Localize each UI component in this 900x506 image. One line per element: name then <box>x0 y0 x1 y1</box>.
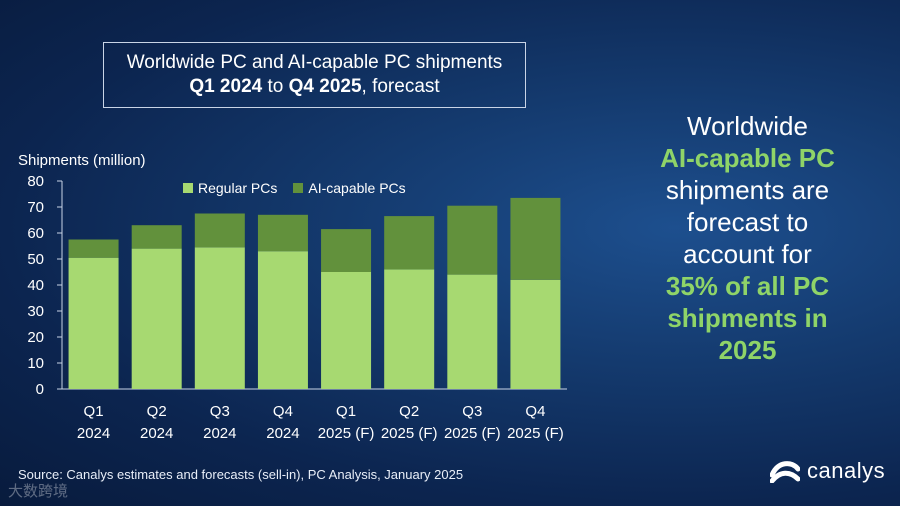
legend-swatch-ai <box>293 183 304 193</box>
bar-ai <box>447 205 498 275</box>
x-tick-label: Q2 <box>147 403 167 420</box>
callout-line-8: 2025 <box>718 335 777 365</box>
bar-regular <box>447 274 498 389</box>
y-tick-label: 30 <box>27 303 44 320</box>
title-suffix: , forecast <box>361 76 440 97</box>
bar-regular <box>194 247 245 389</box>
title-line-1: Worldwide PC and AI-capable PC shipments <box>126 52 503 74</box>
canalys-logo-text: canalys <box>807 458 886 483</box>
bar-regular <box>68 257 119 389</box>
x-tick-label: 2025 (F) <box>444 425 501 442</box>
source-note: Source: Canalys estimates and forecasts … <box>18 467 464 482</box>
callout-line-7: shipments in <box>667 303 828 333</box>
bar-ai <box>194 213 245 248</box>
y-tick-label: 50 <box>27 251 44 268</box>
bar-ai <box>68 239 119 258</box>
legend-swatch-regular <box>183 183 193 193</box>
y-tick-label: 70 <box>27 199 44 216</box>
bar-regular <box>131 248 182 389</box>
x-tick-label: Q1 <box>336 403 356 420</box>
x-tick-label: Q3 <box>462 403 482 420</box>
chart-title: Worldwide PC and AI-capable PC shipments… <box>103 42 526 108</box>
bar-regular <box>510 279 561 389</box>
y-tick-label: 20 <box>27 329 44 346</box>
callout-line-2: AI-capable PC <box>660 143 835 173</box>
bar-ai <box>257 214 308 252</box>
y-tick-label: 10 <box>27 355 44 372</box>
x-tick-label: 2025 (F) <box>381 425 438 442</box>
legend: Regular PCs AI-capable PCs <box>183 180 406 196</box>
y-tick-label: 40 <box>27 277 44 294</box>
callout-line-3: shipments are <box>665 175 830 205</box>
y-tick-label: 80 <box>27 173 44 190</box>
title-end-quarter: Q4 2025 <box>288 76 362 97</box>
title-start-quarter: Q1 2024 <box>189 76 263 97</box>
callout-line-1: Worldwide <box>687 111 808 141</box>
x-tick-label: Q3 <box>210 403 230 420</box>
legend-label-ai: AI-capable PCs <box>308 180 406 196</box>
x-tick-label: 2024 <box>266 425 299 442</box>
watermark: 大数跨境 <box>8 483 69 500</box>
bar-ai <box>321 229 372 272</box>
callout-line-5: account for <box>683 239 812 269</box>
x-tick-label: 2024 <box>140 425 173 442</box>
y-axis-label: Shipments (million) <box>18 152 146 169</box>
x-tick-label: Q2 <box>399 403 419 420</box>
y-tick-label: 60 <box>27 225 44 242</box>
callout-line-6: 35% of all PC <box>665 271 830 301</box>
legend-item-regular: Regular PCs <box>183 180 277 196</box>
callout-line-4: forecast to <box>686 207 809 237</box>
x-tick-label: Q4 <box>273 403 293 420</box>
bar-regular <box>257 251 308 389</box>
bar-regular <box>384 269 435 389</box>
bar-ai <box>131 225 182 249</box>
x-tick-label: 2024 <box>203 425 236 442</box>
x-tick-label: 2025 (F) <box>507 425 564 442</box>
bar-ai <box>384 216 435 270</box>
bar-regular <box>321 272 372 389</box>
canalys-logo-icon <box>770 461 800 483</box>
forecast-callout: Worldwide AI-capable PC shipments are fo… <box>640 110 855 366</box>
title-line-2: Q1 2024 to Q4 2025, forecast <box>189 75 439 99</box>
x-tick-label: Q4 <box>525 403 545 420</box>
legend-item-ai: AI-capable PCs <box>293 180 406 196</box>
canalys-logo: canalys <box>770 458 885 484</box>
bar-ai <box>510 197 561 280</box>
x-tick-label: 2025 (F) <box>318 425 375 442</box>
x-tick-label: 2024 <box>77 425 110 442</box>
title-to: to <box>262 76 289 97</box>
legend-label-regular: Regular PCs <box>198 180 278 196</box>
y-tick-label: 0 <box>36 381 44 398</box>
x-tick-label: Q1 <box>84 403 104 420</box>
